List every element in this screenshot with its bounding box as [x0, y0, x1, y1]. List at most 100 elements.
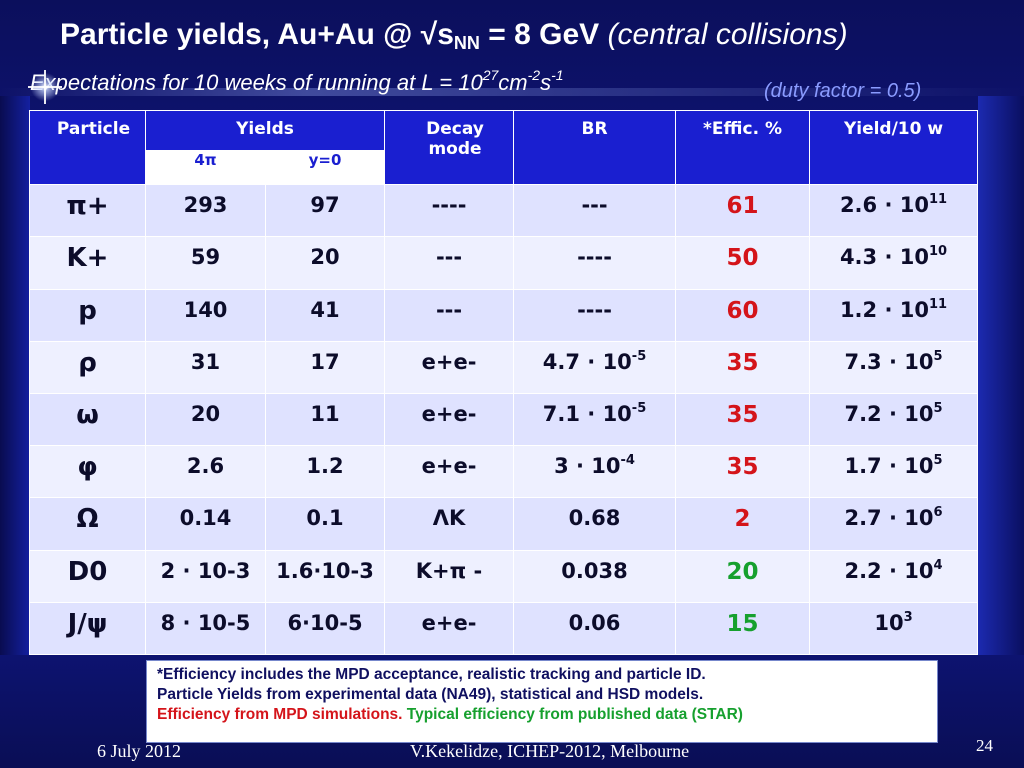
cell-br: 3 · 10-4: [513, 445, 677, 499]
cell-br-base: 0.06: [568, 610, 621, 635]
title-rest: = 8 GeV: [479, 18, 608, 51]
cell-decay-mode: ----: [384, 184, 515, 238]
cell-yield-4pi: 0.14: [145, 497, 266, 551]
cell-br: 0.68: [513, 497, 677, 551]
footnote-line-2: Particle Yields from experimental data (…: [157, 686, 704, 703]
cell-decay-mode: e+e-: [384, 340, 515, 395]
cell-yield-10w: 2.2 · 104: [809, 549, 979, 603]
cell-br-base: 3 · 10: [554, 454, 621, 479]
cell-yield-10w-exponent: 6: [933, 505, 943, 521]
table-row: p 140 41 --- ---- 60 1.2 · 1011: [29, 288, 979, 342]
cell-yield-10w-exponent: 3: [903, 609, 913, 625]
header-particle: Particle: [29, 109, 146, 186]
slide-subtitle: Expectations for 10 weeks of running at …: [30, 67, 750, 96]
cell-br-base: ----: [577, 245, 612, 270]
cell-yield-10w: 7.2 · 105: [809, 393, 979, 447]
cell-yield-10w-base: 1.2 · 10: [839, 297, 929, 322]
subtitle-unit-cm: cm: [498, 70, 528, 95]
subheader-y0: y=0: [264, 150, 386, 186]
sparkle-icon: [28, 70, 62, 104]
title-subscript: NN: [453, 33, 480, 53]
cell-yield-4pi: 20: [145, 393, 266, 447]
decorative-band: [0, 88, 1024, 96]
cell-yield-4pi: 31: [145, 340, 266, 395]
cell-yield-y0: 17: [264, 340, 386, 395]
cell-efficiency: 60: [675, 288, 811, 342]
cell-particle: Ω: [29, 497, 146, 551]
cell-yield-10w-exponent: 11: [928, 296, 948, 312]
cell-yield-10w-exponent: 5: [933, 400, 943, 416]
cell-yield-10w: 1.7 · 105: [809, 445, 979, 499]
cell-yield-10w: 1.2 · 1011: [809, 288, 979, 342]
cell-yield-4pi: 293: [145, 184, 266, 238]
cell-yield-10w: 7.3 · 105: [809, 340, 979, 395]
cell-efficiency: 61: [675, 184, 811, 238]
slide-title: Particle yields, Au+Au @ √sNN = 8 GeV (c…: [60, 18, 980, 54]
cell-yield-y0: 6·10-5: [264, 601, 386, 656]
cell-efficiency: 2: [675, 497, 811, 551]
header-decay-mode: Decay mode: [384, 109, 515, 186]
yields-table: Particle Yields Decay mode BR *Effic. % …: [29, 109, 979, 656]
title-italic: (central collisions): [607, 18, 848, 51]
subheader-4pi: 4π: [145, 150, 266, 186]
cell-yield-10w-base: 7.2 · 10: [844, 402, 934, 427]
table-row: K+ 59 20 --- ---- 50 4.3 · 1010: [29, 236, 979, 290]
cell-particle: p: [29, 288, 146, 342]
table-row: π+ 293 97 ---- --- 61 2.6 · 1011: [29, 184, 979, 238]
footnote-line-1: *Efficiency includes the MPD acceptance,…: [157, 666, 706, 683]
cell-particle: D0: [29, 549, 146, 603]
table-row: D0 2 · 10-3 1.6·10-3 K+π -0.038 20 2.2 · 104: [29, 549, 979, 603]
footer-author: V.Kekelidze, ICHEP-2012, Melbourne: [410, 741, 690, 761]
header-yield-10w: Yield/10 w: [809, 109, 979, 186]
cell-decay-mode: ΛK: [384, 497, 515, 551]
table-row: Ω 0.14 0.1 ΛK 0.68 2 2.7 · 106: [29, 497, 979, 551]
cell-br: ---: [513, 184, 677, 238]
cell-particle: ρ: [29, 340, 146, 395]
cell-br: 0.06: [513, 601, 677, 656]
cell-decay-mode: e+e-: [384, 445, 515, 499]
cell-efficiency: 35: [675, 340, 811, 395]
cell-particle: ω: [29, 393, 146, 447]
header-efficiency: *Effic. %: [675, 109, 811, 186]
footnote-green-text: Typical efficiency from published data (…: [406, 706, 743, 723]
cell-efficiency: 15: [675, 601, 811, 656]
cell-particle: J/ψ: [29, 601, 146, 656]
cell-yield-10w-base: 10: [874, 610, 904, 635]
decorative-left-bar: [0, 96, 30, 656]
table-row: J/ψ 8 · 10-5 6·10-5 e+e- 0.06 15 103: [29, 601, 979, 656]
cell-efficiency: 20: [675, 549, 811, 603]
cell-yield-y0: 20: [264, 236, 386, 290]
cell-br-base: ---: [581, 193, 608, 218]
cell-yield-10w: 103: [809, 601, 979, 656]
cell-yield-10w: 4.3 · 1010: [809, 236, 979, 290]
cell-efficiency: 35: [675, 393, 811, 447]
cell-yield-10w: 2.6 · 1011: [809, 184, 979, 238]
footnote-red-text: Efficiency from MPD simulations.: [157, 706, 403, 723]
cell-yield-4pi: 2.6: [145, 445, 266, 499]
cell-br-base: ----: [577, 297, 612, 322]
cell-yield-y0: 1.6·10-3: [264, 549, 386, 603]
cell-br-exponent: -5: [631, 348, 647, 364]
decorative-right-bar: [978, 96, 1024, 656]
cell-yield-10w-base: 2.2 · 10: [844, 558, 934, 583]
cell-yield-y0: 1.2: [264, 445, 386, 499]
cell-yield-10w: 2.7 · 106: [809, 497, 979, 551]
cell-yield-10w-base: 2.6 · 10: [839, 193, 929, 218]
cell-yield-y0: 97: [264, 184, 386, 238]
cell-br-exponent: -4: [620, 453, 635, 469]
cell-yield-4pi: 8 · 10-5: [145, 601, 266, 656]
cell-yield-10w-exponent: 11: [928, 192, 948, 208]
cell-decay-mode: ---: [384, 288, 515, 342]
subtitle-unit-s: s: [540, 70, 552, 95]
footnote-box: *Efficiency includes the MPD acceptance,…: [146, 660, 938, 743]
cell-decay-mode: e+e-: [384, 393, 515, 447]
subtitle-exponent-3: -1: [551, 67, 564, 84]
cell-yield-10w-exponent: 10: [928, 244, 948, 260]
cell-yield-10w-base: 1.7 · 10: [844, 454, 934, 479]
cell-br-base: 0.68: [568, 506, 621, 531]
cell-br-base: 4.7 · 10: [542, 349, 632, 374]
cell-br: ----: [513, 288, 677, 342]
cell-br-base: 7.1 · 10: [542, 402, 632, 427]
cell-efficiency: 35: [675, 445, 811, 499]
footnote-line-3: Efficiency from MPD simulations. Typical…: [157, 705, 927, 725]
